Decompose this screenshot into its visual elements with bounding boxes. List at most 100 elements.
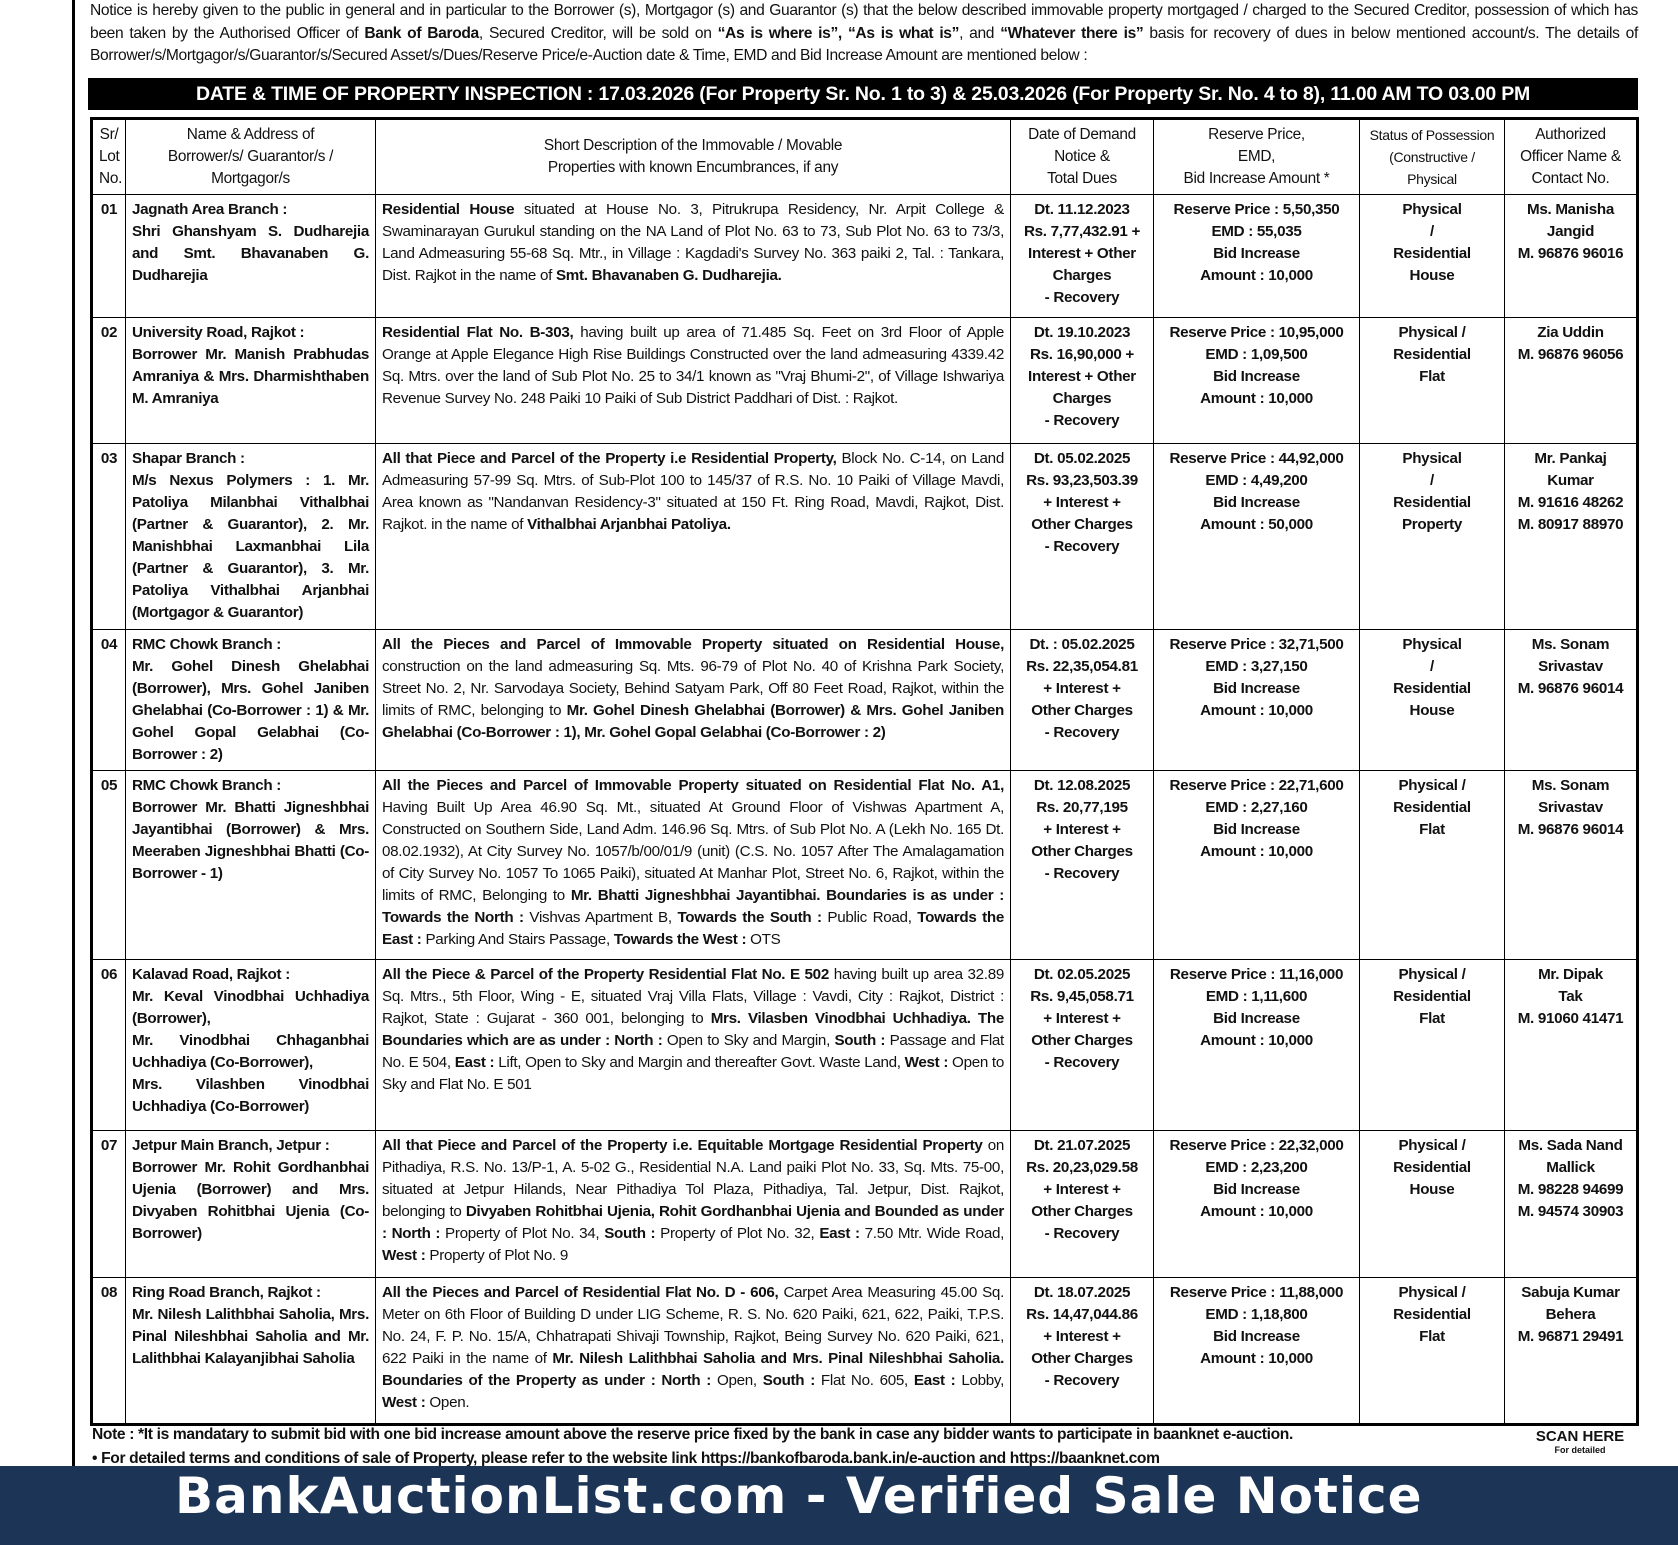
text-segment: Towards the East : bbox=[382, 909, 1005, 948]
cell-borrower: RMC Chowk Branch : Mr. Gohel Dinesh Ghel… bbox=[125, 629, 376, 771]
cell-reserve-price: Reserve Price : 44,92,000 EMD : 4,49,200… bbox=[1153, 443, 1360, 630]
text-segment: Property of Plot No. 34, bbox=[440, 1225, 605, 1242]
cell-officer: Sabuja Kumar Behera M. 96871 29491 bbox=[1504, 1277, 1638, 1425]
text-segment: East : bbox=[913, 1372, 956, 1389]
text-segment: Property of Plot No. 32, bbox=[655, 1225, 820, 1242]
text-segment: having built up area of 71.485 Sq. Feet … bbox=[382, 324, 1004, 407]
cell-description: Residential House situated at House No. … bbox=[375, 194, 1011, 318]
text-segment: Lift, Open to Sky and Margin and thereaf… bbox=[494, 1054, 905, 1071]
text-segment: on Pithadiya, R.S. No. 13/P-1, A. 5-02 G… bbox=[382, 1137, 1004, 1220]
text-segment: situated at House No. 3, Pitrukrupa Resi… bbox=[382, 201, 1004, 284]
cell-dues: Dt. 12.08.2025 Rs. 20,77,195 + Interest … bbox=[1010, 770, 1154, 960]
header-demand-dues: Date of Demand Notice & Total Dues bbox=[1010, 118, 1154, 195]
cell-possession-status: Physical / Residential Flat bbox=[1359, 959, 1505, 1131]
cell-reserve-price: Reserve Price : 11,16,000 EMD : 1,11,600… bbox=[1153, 959, 1360, 1131]
cell-possession-status: Physical / Residential Flat bbox=[1359, 317, 1505, 444]
cell-borrower: Ring Road Branch, Rajkot : Mr. Nilesh La… bbox=[125, 1277, 376, 1425]
header-reserve-emd: Reserve Price, EMD, Bid Increase Amount … bbox=[1153, 118, 1360, 195]
text-segment: South : bbox=[762, 1372, 816, 1389]
header-officer: Authorized Officer Name & Contact No. bbox=[1504, 118, 1638, 195]
text-segment: Towards the West : bbox=[613, 931, 747, 948]
cell-reserve-price: Reserve Price : 11,88,000 EMD : 1,18,800… bbox=[1153, 1277, 1360, 1425]
cell-description: All the Piece & Parcel of the Property R… bbox=[375, 959, 1011, 1131]
text-segment: 7.50 Mtr. Wide Road, bbox=[859, 1225, 1005, 1242]
cell-description: Residential Flat No. B-303, having built… bbox=[375, 317, 1011, 444]
text-segment: All that Piece and Parcel of the Propert… bbox=[382, 450, 837, 467]
text-segment: Residential House bbox=[382, 201, 515, 218]
text-segment: Flat No. 605, bbox=[814, 1372, 914, 1389]
text-segment: , Secured Creditor, will be sold on bbox=[478, 24, 718, 42]
text-segment: Open. bbox=[425, 1394, 470, 1411]
cell-dues: Dt. 21.07.2025 Rs. 20,23,029.58 + Intere… bbox=[1010, 1130, 1154, 1278]
text-segment: West : bbox=[382, 1247, 426, 1264]
cell-officer: Ms. Manisha Jangid M. 96876 96016 bbox=[1504, 194, 1638, 318]
terms-note: • For detailed terms and conditions of s… bbox=[92, 1450, 1160, 1467]
table-row: 04 RMC Chowk Branch : Mr. Gohel Dinesh Gh… bbox=[91, 629, 1638, 771]
cell-officer: Ms. Sonam Srivastav M. 96876 96014 bbox=[1504, 770, 1638, 960]
cell-reserve-price: Reserve Price : 22,71,600 EMD : 2,27,160… bbox=[1153, 770, 1360, 960]
cell-borrower: Jagnath Area Branch : Shri Ghanshyam S. … bbox=[125, 194, 376, 318]
cell-possession-status: Physical / Residential House bbox=[1359, 194, 1505, 318]
page-border bbox=[72, 0, 75, 1466]
notice-intro: Notice is hereby given to the public in … bbox=[90, 0, 1638, 68]
text-segment: having built up area 32.89 Sq. Mtrs., 5t… bbox=[382, 966, 1004, 1027]
text-segment: Mrs. Vilasben Vinodbhai Uchhadiya. The B… bbox=[382, 1010, 1004, 1049]
cell-reserve-price: Reserve Price : 32,71,500 EMD : 3,27,150… bbox=[1153, 629, 1360, 771]
cell-sr-no: 05 bbox=[91, 770, 126, 960]
table-header: Sr/ Lot No. Name & Address of Borrower/s/… bbox=[91, 118, 1638, 195]
cell-sr-no: 03 bbox=[91, 443, 126, 630]
text-segment: OTS bbox=[746, 931, 781, 948]
text-segment: , and bbox=[959, 24, 1001, 42]
cell-description: All that Piece and Parcel of the Propert… bbox=[375, 443, 1011, 630]
cell-officer: Mr. Pankaj Kumar M. 91616 48262 M. 80917… bbox=[1504, 443, 1638, 630]
text-segment: Towards the South : bbox=[677, 909, 822, 926]
text-segment: Parking And Stairs Passage, bbox=[421, 931, 614, 948]
cell-description: All the Pieces and Parcel of Residential… bbox=[375, 1277, 1011, 1425]
text-segment: Carpet Area Measuring 45.00 Sq. Meter on… bbox=[382, 1284, 1004, 1367]
table-row: 08 Ring Road Branch, Rajkot : Mr. Nilesh … bbox=[91, 1277, 1638, 1425]
text-segment: Residential Flat No. B-303, bbox=[382, 324, 574, 341]
text-segment: All the Piece & Parcel of the Property R… bbox=[382, 966, 829, 983]
cell-description: All that Piece and Parcel of the Propert… bbox=[375, 1130, 1011, 1278]
header-sr-no: Sr/ Lot No. bbox=[91, 118, 126, 195]
text-segment: Smt. Bhavanaben G. Dudharejia. bbox=[555, 267, 782, 284]
cell-possession-status: Physical / Residential Property bbox=[1359, 443, 1505, 630]
cell-sr-no: 01 bbox=[91, 194, 126, 318]
cell-officer: Ms. Sonam Srivastav M. 96876 96014 bbox=[1504, 629, 1638, 771]
note-text: Note : *It is mandatary to submit bid wi… bbox=[92, 1426, 1293, 1443]
text-segment: South : bbox=[604, 1225, 656, 1242]
cell-dues: Dt. 18.07.2025 Rs. 14,47,044.86 + Intere… bbox=[1010, 1277, 1154, 1425]
table-row: 05 RMC Chowk Branch : Borrower Mr. Bhatti… bbox=[91, 770, 1638, 960]
text-segment: Block No. C-14, on Land Admeasuring 57-9… bbox=[382, 450, 1004, 533]
text-segment: Vithalbhai Arjanbhai Patoliya. bbox=[527, 516, 731, 533]
cell-description: All the Pieces and Parcel of Immovable P… bbox=[375, 770, 1011, 960]
cell-description: All the Pieces and Parcel of Immovable P… bbox=[375, 629, 1011, 771]
table-row: 03 Shapar Branch : M/s Nexus Polymers : 1… bbox=[91, 443, 1638, 630]
scan-title: SCAN HERE bbox=[1535, 1428, 1625, 1445]
text-segment: South : bbox=[834, 1032, 886, 1049]
table-row: 01 Jagnath Area Branch : Shri Ghanshyam S… bbox=[91, 194, 1638, 318]
inspection-banner: DATE & TIME OF PROPERTY INSPECTION : 17.… bbox=[88, 78, 1638, 110]
cell-possession-status: Physical / Residential Flat bbox=[1359, 1277, 1505, 1425]
text-segment: All the Pieces and Parcel of Immovable P… bbox=[382, 777, 1004, 794]
text-segment: Mr. Nilesh Lalithbhai Saholia and Mrs. P… bbox=[382, 1350, 1005, 1389]
text-segment: Public Road, bbox=[821, 909, 918, 926]
text-segment: Lobby, bbox=[955, 1372, 1005, 1389]
text-segment: Notice is hereby given to the public in … bbox=[90, 2, 1638, 42]
text-segment: Bank of Baroda bbox=[364, 24, 479, 42]
table-row: 06 Kalavad Road, Rajkot : Mr. Keval Vinod… bbox=[91, 959, 1638, 1131]
cell-borrower: Shapar Branch : M/s Nexus Polymers : 1. … bbox=[125, 443, 376, 630]
text-segment: All the Pieces and Parcel of Immovable P… bbox=[382, 636, 1004, 653]
cell-dues: Dt. 11.12.2023 Rs. 7,77,432.91 + Interes… bbox=[1010, 194, 1154, 318]
cell-possession-status: Physical / Residential Flat bbox=[1359, 770, 1505, 960]
cell-sr-no: 07 bbox=[91, 1130, 126, 1278]
text-segment: Property of Plot No. 9 bbox=[425, 1247, 569, 1264]
text-segment: “Whatever there is” bbox=[1000, 24, 1144, 42]
scan-sub: For detailed bbox=[1554, 1445, 1606, 1455]
text-segment: basis for recovery of dues in below ment… bbox=[90, 24, 1638, 65]
cell-reserve-price: Reserve Price : 22,32,000 EMD : 2,23,200… bbox=[1153, 1130, 1360, 1278]
text-segment: Open to Sky and Flat No. E 501 bbox=[382, 1054, 1004, 1093]
cell-officer: Ms. Sada Nand Mallick M. 98228 94699 M. … bbox=[1504, 1130, 1638, 1278]
cell-reserve-price: Reserve Price : 5,50,350 EMD : 55,035 Bi… bbox=[1153, 194, 1360, 318]
property-table: Sr/ Lot No. Name & Address of Borrower/s/… bbox=[90, 117, 1639, 1426]
